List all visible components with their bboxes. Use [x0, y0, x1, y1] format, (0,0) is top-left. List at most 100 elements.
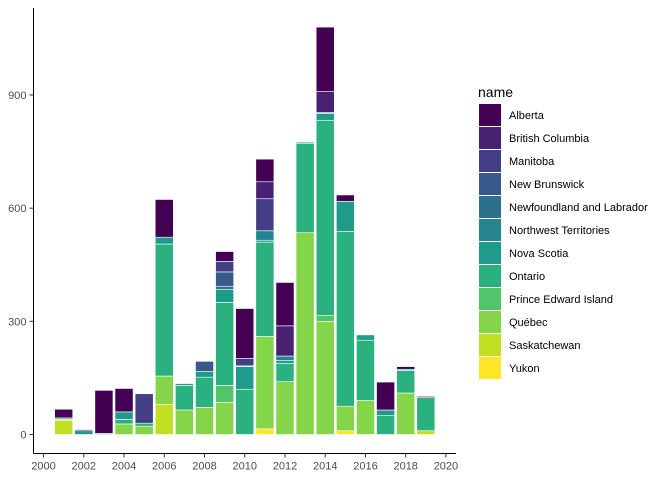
legend-key-ontario: [479, 265, 501, 287]
bar-segment-2009-newfoundland-and-labrador: [215, 285, 234, 290]
bar-segment-2010-manitoba: [235, 357, 255, 367]
legend-key-alberta: [479, 104, 501, 126]
y-tick-label: 600: [8, 203, 26, 215]
bar-segment-2002-nova-scotia: [74, 430, 94, 435]
bar-segment-2009-new-brunswick: [215, 271, 234, 287]
y-tick-label: 0: [20, 430, 26, 442]
bar-segment-2012-alberta: [275, 282, 295, 327]
bar-segment-2007-quebec: [175, 409, 194, 435]
x-tick-label: 2020: [434, 461, 458, 473]
bar-segment-2010-ontario: [235, 388, 255, 435]
bar-segment-2004-nova-scotia: [114, 411, 134, 420]
bar-segment-2004-alberta: [114, 388, 134, 413]
legend-label-saskatchewan: Saskatchewan: [509, 340, 581, 352]
bar-segment-2016-nova-scotia: [356, 334, 375, 341]
legend-key-new-brunswick: [479, 173, 501, 195]
bar-segment-2011-ontario: [255, 241, 275, 337]
bar-segment-2008-ontario: [195, 376, 214, 408]
bar-segment-2014-prince-edward-island: [315, 315, 335, 322]
bar-segment-2012-ontario: [275, 363, 295, 382]
bar-segment-2019-alberta: [416, 396, 436, 398]
bar-segment-2014-nova-scotia: [315, 113, 335, 121]
bar-segment-2014-ontario: [315, 119, 335, 316]
x-axis: 2000 2002 2004 2006 2008 2010 2012 2014 2016 2018…: [31, 453, 458, 473]
legend-key-prince-edward-island: [479, 288, 501, 310]
bar-segment-2001-saskatchewan: [54, 419, 74, 435]
bar-segment-2015-ontario: [335, 231, 355, 407]
legend-label-alberta: Alberta: [509, 110, 545, 122]
x-tick-label: 2012: [273, 461, 297, 473]
bar-segment-2009-prince-edward-island: [215, 385, 234, 403]
bar-segment-2015-yukon: [335, 430, 355, 435]
bar-segment-2016-quebec: [356, 400, 375, 435]
bar-segment-2011-quebec: [255, 336, 275, 430]
y-tick-label: 300: [8, 316, 26, 328]
x-tick-label: 2014: [313, 461, 337, 473]
legend-label-newfoundland-and-labrador: Newfoundland and Labrador: [509, 202, 648, 214]
bar-segment-2007-nova-scotia: [175, 383, 194, 386]
legend-label-northwest-territories: Northwest Territories: [509, 225, 610, 237]
legend-label-british-columbia: British Columbia: [509, 133, 590, 145]
bar-segment-2008-nova-scotia: [195, 371, 214, 378]
x-tick-label: 2004: [112, 461, 136, 473]
bar-segment-2012-northwest-territories: [275, 355, 295, 361]
bar-segment-2016-ontario: [356, 339, 375, 401]
bar-segment-2007-ontario: [175, 385, 194, 411]
legend-key-northwest-territories: [479, 219, 501, 241]
y-axis: 0 300 600 900: [8, 90, 34, 442]
legend-key-saskatchewan: [479, 334, 501, 356]
bar-segment-2014-alberta: [315, 26, 335, 92]
legend-key-newfoundland-and-labrador: [479, 196, 501, 218]
x-tick-label: 2000: [31, 461, 55, 473]
bar-segment-2015-alberta: [335, 194, 355, 202]
bar-segment-2006-nova-scotia: [154, 236, 174, 245]
x-tick-label: 2008: [192, 461, 216, 473]
bar-segment-2018-ontario: [396, 370, 416, 394]
legend-label-yukon: Yukon: [509, 363, 540, 375]
bar-segment-2009-ontario: [215, 302, 234, 386]
legend-label-prince-edward-island: Prince Edward Island: [509, 294, 613, 306]
bar-segment-2011-yukon: [255, 428, 275, 435]
bar-segment-2017-ontario: [376, 415, 395, 435]
bar-segment-2009-quebec: [215, 402, 234, 435]
bar-segment-2011-northwest-territories: [255, 230, 275, 241]
bar-segment-2017-nova-scotia: [376, 409, 395, 416]
bar-segment-2001-alberta: [54, 408, 74, 419]
x-tick-label: 2016: [353, 461, 377, 473]
bar-segment-2010-alberta: [235, 308, 255, 359]
bar-segment-2009-manitoba: [215, 261, 234, 273]
bar-segment-2013-nova-scotia: [295, 141, 315, 144]
bar-segment-2013-ontario: [295, 142, 315, 233]
legend-label-new-brunswick: New Brunswick: [509, 179, 585, 191]
legend-label-ontario: Ontario: [509, 271, 545, 283]
bar-segment-2014-british-columbia: [315, 91, 335, 113]
bar-segment-2017-alberta: [376, 381, 395, 411]
bar-segment-2018-quebec: [396, 392, 416, 435]
y-tick-label: 900: [8, 90, 26, 102]
legend-key-british-columbia: [479, 127, 501, 149]
legend-label-nova-scotia: Nova Scotia: [509, 248, 569, 260]
bar-segment-2010-nova-scotia: [235, 366, 255, 390]
bar-segment-2008-quebec: [195, 407, 214, 435]
bar-segment-2011-british-columbia: [255, 181, 275, 200]
x-tick-label: 2006: [152, 461, 176, 473]
bar-segment-2012-quebec: [275, 381, 295, 435]
bar-segment-2013-quebec: [295, 232, 315, 435]
bar-segment-2009-alberta: [215, 251, 234, 262]
legend-label-manitoba: Manitoba: [509, 156, 555, 168]
legend-label-quebec: Québec: [509, 317, 548, 329]
legend-title: name: [478, 84, 513, 100]
legend-key-quebec: [479, 311, 501, 333]
bar-segment-2004-ontario: [114, 419, 134, 425]
bar-segment-2009-nova-scotia: [215, 288, 234, 303]
x-tick-label: 2018: [393, 461, 417, 473]
bar-segment-2005-manitoba: [134, 393, 154, 424]
bar-segment-2005-ontario: [134, 422, 154, 427]
bar-segment-2015-quebec: [335, 405, 355, 432]
bar-segment-2006-alberta: [154, 199, 174, 238]
bar-segment-2012-nova-scotia: [275, 360, 295, 364]
bar-segment-2002-alberta: [74, 429, 94, 432]
bar-segment-2018-alberta: [396, 366, 416, 370]
bar-segment-2004-quebec: [114, 423, 134, 435]
bar-segment-2006-ontario: [154, 243, 174, 377]
